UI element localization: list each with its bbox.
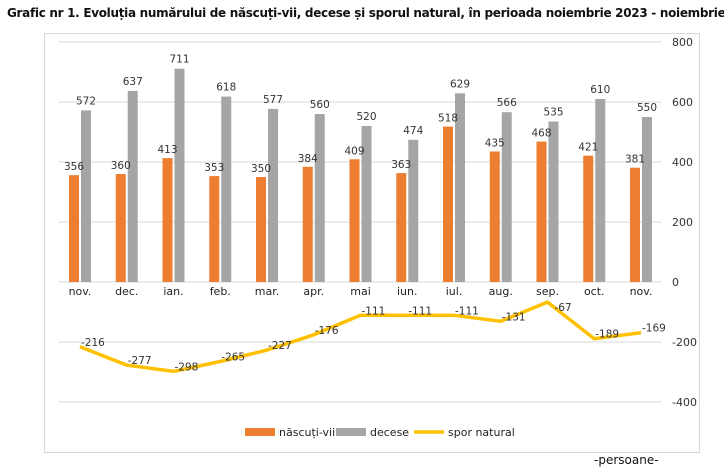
data-label-decese: 572 [76,95,96,107]
bar-nascuti-vii [489,151,500,282]
bar-nascuti-vii [302,166,313,282]
x-tick-label: feb. [210,285,231,298]
y-tick-label: 400 [672,156,693,169]
bar-decese [642,117,652,282]
y-tick-label: -400 [672,396,697,409]
data-label-spor-natural: -131 [502,311,526,323]
x-tick-label: aug. [489,285,513,298]
y-tick-label: 200 [672,216,693,229]
y-tick-label: 600 [672,96,693,109]
x-tick-label: mai [350,285,371,298]
x-tick-label: iul. [446,285,463,298]
bar-nascuti-vii [162,158,173,282]
data-label-decese: 535 [543,107,563,119]
data-label-nascuti-vii: 413 [157,144,177,156]
data-label-spor-natural: -216 [81,337,105,349]
y-tick-label: 800 [672,36,693,49]
y-tick-label: 0 [672,276,679,289]
y-tick-label: -200 [672,336,697,349]
bar-decese [81,110,91,283]
line-spor-natural [79,300,642,374]
x-tick-label: iun. [397,285,418,298]
bar-decese [501,112,512,282]
data-label-nascuti-vii: 353 [204,162,224,174]
data-label-decese: 520 [356,111,376,123]
data-label-nascuti-vii: 360 [111,160,131,172]
data-label-spor-natural: -265 [221,352,245,364]
data-label-nascuti-vii: 468 [531,128,551,140]
data-label-nascuti-vii: 381 [625,154,645,166]
data-label-decese: 474 [403,125,423,137]
data-label-decese: 618 [216,82,236,94]
data-label-nascuti-vii: 384 [298,153,318,165]
data-label-nascuti-vii: 421 [578,142,598,154]
x-tick-label: dec. [115,285,138,298]
data-label-decese: 550 [637,102,657,114]
bar-nascuti-vii [536,141,547,282]
x-tick-label: mar. [255,285,279,298]
legend-label-nascuti-vii: născuți-vii [279,426,335,439]
data-label-spor-natural: -277 [128,355,152,367]
data-label-spor-natural: -298 [175,361,199,373]
data-label-nascuti-vii: 363 [391,159,411,171]
bar-nascuti-vii [209,176,220,282]
chart-frame [44,33,700,453]
bar-decese [455,93,465,282]
data-label-decese: 637 [123,76,143,88]
data-label-decese: 610 [590,84,610,96]
bar-nascuti-vii [630,167,640,282]
x-tick-label: nov. [630,285,653,298]
bar-decese [595,99,606,282]
legend-label-decese: decese [370,426,409,439]
data-label-spor-natural: -111 [408,305,432,317]
x-tick-label: sep. [536,285,559,298]
data-label-nascuti-vii: 518 [438,113,458,125]
data-label-spor-natural: -176 [315,325,339,337]
bar-nascuti-vii [349,159,360,282]
bar-nascuti-vii [115,174,126,282]
legend-swatch-decese [336,428,366,436]
data-label-nascuti-vii: 350 [251,163,271,175]
x-tick-label: ian. [163,285,183,298]
data-label-spor-natural: -111 [455,305,479,317]
data-label-nascuti-vii: 356 [64,161,84,173]
bar-nascuti-vii [256,177,266,282]
data-label-decese: 560 [310,99,330,111]
bar-nascuti-vii [443,126,453,282]
data-label-decese: 577 [263,94,283,106]
bar-decese [127,90,138,283]
data-label-spor-natural: -169 [642,323,666,335]
bar-nascuti-vii [396,173,407,282]
bar-decese [408,139,419,282]
data-label-nascuti-vii: 435 [485,138,505,150]
legend-swatch-nascuti-vii [245,428,275,436]
data-label-spor-natural: -227 [268,340,292,352]
bar-decese [314,114,325,282]
data-label-decese: 711 [169,54,189,66]
unit-label: -persoane- [594,453,659,467]
bar-nascuti-vii [69,175,79,282]
bar-decese [361,126,372,282]
x-tick-label: nov. [69,285,92,298]
bar-decese [548,121,559,282]
bar-decese [268,108,278,283]
data-label-nascuti-vii: 409 [344,145,364,157]
data-label-spor-natural: -111 [362,305,386,317]
data-label-decese: 629 [450,78,470,90]
data-label-spor-natural: -67 [555,302,572,314]
bar-decese [221,96,232,282]
bar-nascuti-vii [583,155,594,282]
chart-title: Grafic nr 1. Evoluția numărului de născu… [7,6,724,20]
x-tick-label: apr. [303,285,324,298]
legend-label-spor-natural: spor natural [448,426,515,439]
data-label-decese: 566 [497,97,517,109]
bar-decese [174,68,185,282]
data-label-spor-natural: -189 [595,329,619,341]
x-tick-label: oct. [584,285,605,298]
